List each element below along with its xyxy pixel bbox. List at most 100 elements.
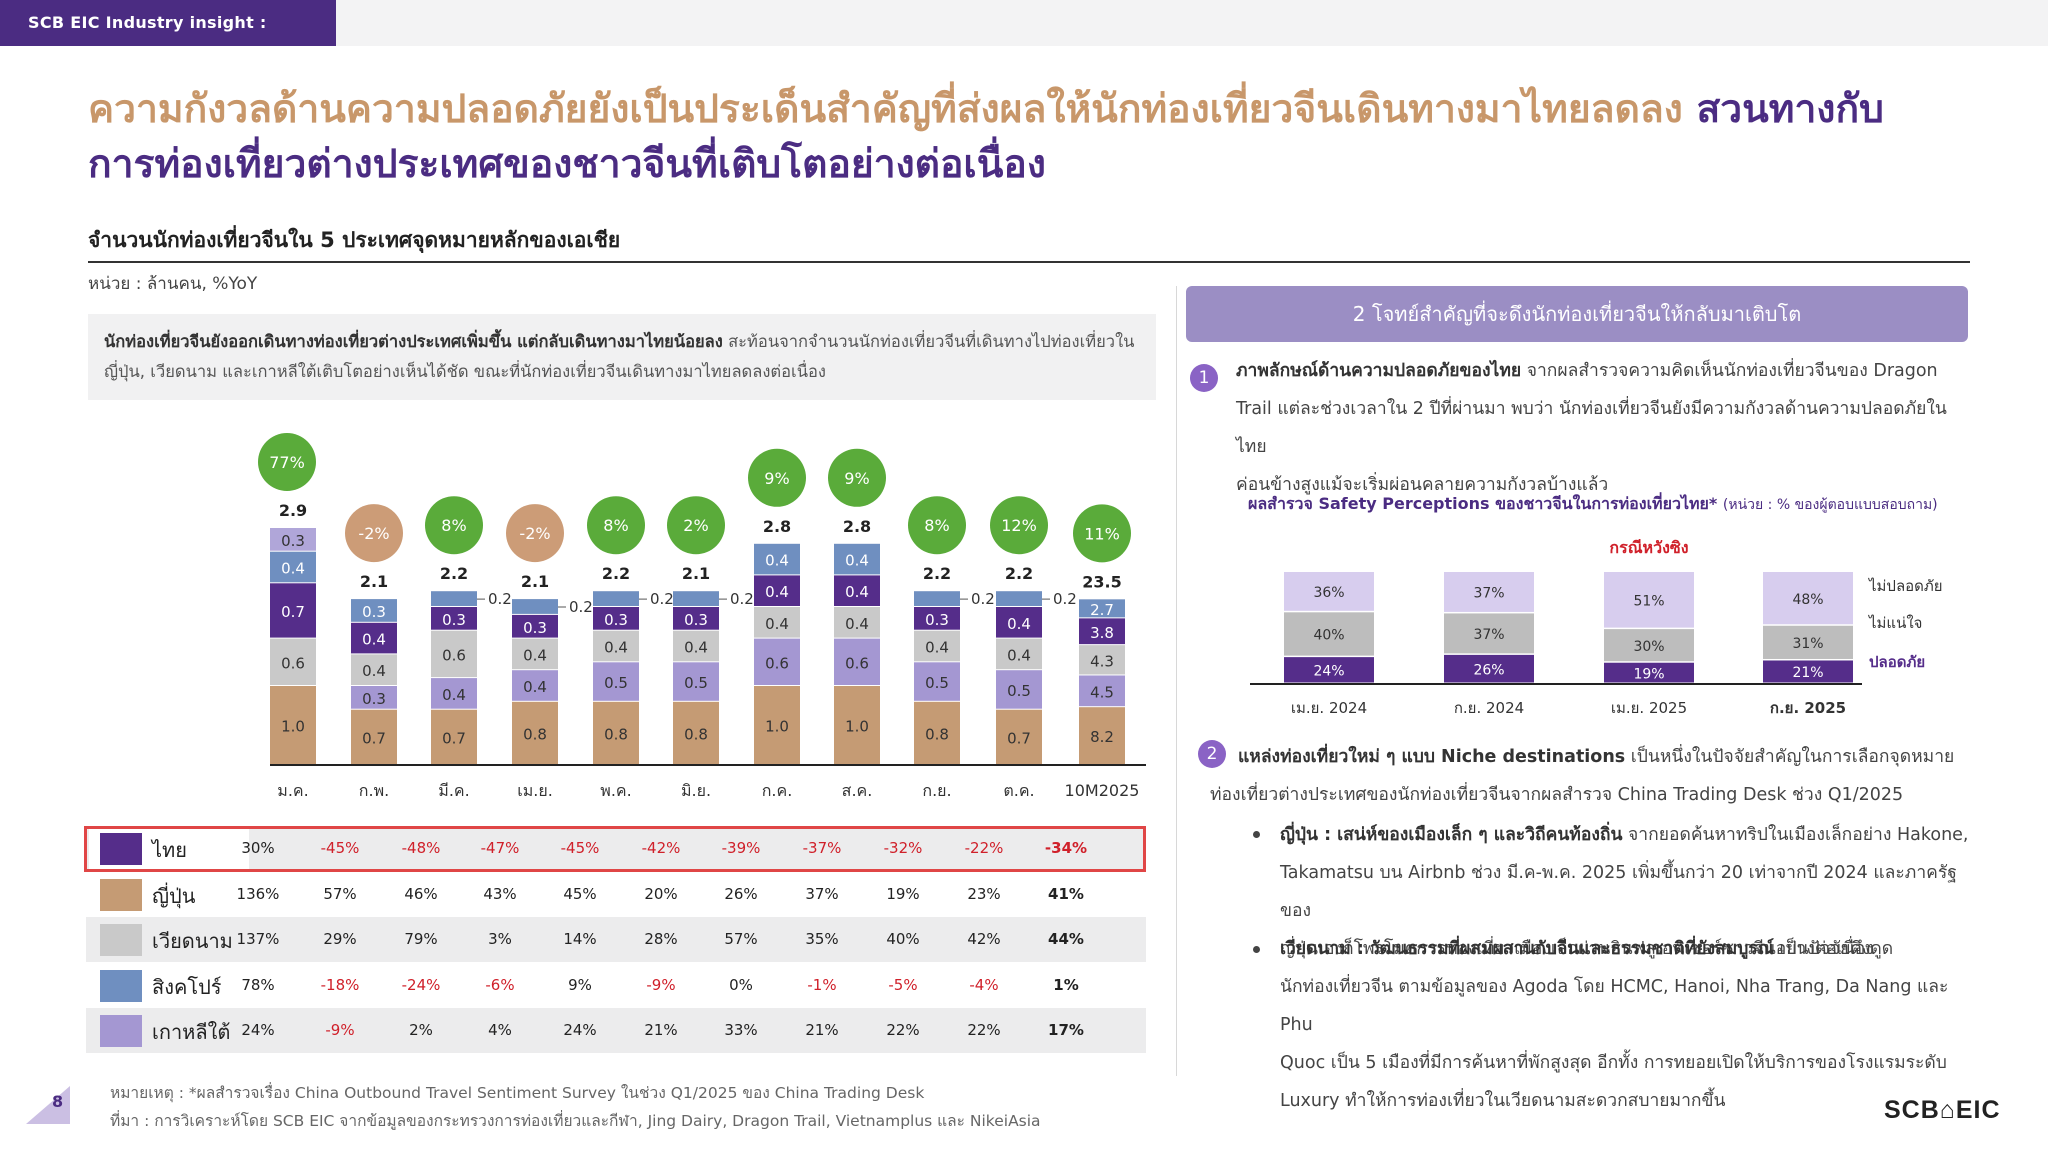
- survey-value-label: 36%: [1313, 585, 1344, 601]
- bar-segment: [834, 575, 880, 606]
- bar-segment: [673, 662, 719, 701]
- x-tick-label: ก.พ.: [359, 781, 389, 800]
- bar-value-label: 0.4: [442, 686, 466, 704]
- table-cell: -45%: [560, 839, 600, 857]
- x-tick-label: มิ.ย.: [681, 781, 711, 800]
- bar-value-label: 0.4: [604, 639, 628, 657]
- yoy-bubble: [587, 496, 645, 555]
- table-cell: -1%: [807, 975, 837, 994]
- yoy-bubble: [506, 504, 564, 563]
- bar-total-label: 2.2: [440, 564, 468, 583]
- survey-value-label: 31%: [1792, 636, 1823, 652]
- bar-value-label: 0.3: [281, 532, 305, 550]
- page-number-tab: [26, 1086, 70, 1124]
- bar-total-label: 2.2: [1005, 564, 1033, 583]
- table-row: เกาหลีใต้ 24% -9% 2% 4% 24% 21% 33% 21% 22% 22% 17%: [86, 1008, 1146, 1053]
- yoy-label: 8%: [924, 516, 949, 535]
- thailand-highlight-box: [84, 826, 1146, 872]
- table-row: ญี่ปุ่น 136% 57% 46% 43% 45% 20% 26% 37% 19% 23% 41…: [86, 872, 1146, 917]
- point-2-number: 2: [1198, 740, 1226, 768]
- table-cell: 137%: [236, 930, 280, 948]
- chart-subtitle: จำนวนนักท่องเที่ยวจีนใน 5 ประเทศจุดหมายห…: [88, 228, 621, 252]
- yoy-label: -2%: [358, 524, 389, 543]
- bar-segment: [270, 686, 316, 764]
- bar-segment: [512, 599, 558, 614]
- bullet-2-line-1: เป็นปัจจัยดึงดูด: [1773, 939, 1894, 959]
- yoy-bubble: [908, 496, 966, 555]
- bar-value-label: 4.5: [1090, 683, 1114, 701]
- table-cell: -45%: [320, 839, 360, 857]
- point-2-line-1: เป็นหนึ่งในปัจจัยสำคัญในการเลือกจุดหมาย: [1625, 747, 1955, 767]
- table-row-label: เกาหลีใต้: [152, 1020, 231, 1044]
- table-cell: 33%: [724, 1021, 758, 1039]
- bar-value-label: 0.3: [604, 611, 628, 629]
- table-cell: 57%: [323, 884, 357, 903]
- table-cell: -9%: [646, 975, 676, 994]
- survey-segment: [1763, 572, 1853, 625]
- point-2-bold: แหล่งท่องเที่ยวใหม่ ๆ แบบ Niche destinat…: [1238, 747, 1626, 767]
- bar-segment: [351, 654, 397, 685]
- survey-legend-label: ปลอดภัย: [1869, 653, 1925, 671]
- bar-value-label: 0.6: [765, 654, 789, 672]
- survey-x-label: ก.ย. 2025: [1770, 699, 1846, 717]
- bar-segment: [270, 583, 316, 638]
- table-cell: -32%: [883, 839, 923, 857]
- table-cell: -22%: [964, 839, 1004, 857]
- table-row-label: เวียดนาม: [152, 929, 233, 953]
- bar-value-label: 0.3: [523, 619, 547, 637]
- yoy-bubble: [258, 433, 316, 491]
- table-cell: -37%: [802, 839, 842, 857]
- bar-value-label: 1.0: [281, 718, 305, 736]
- bar-value-label: 0.5: [604, 674, 628, 692]
- point-1-text: ภาพลักษณ์ด้านความปลอดภัยของไทย จากผลสำรว…: [1236, 352, 1976, 504]
- bar-segment: [431, 630, 477, 678]
- bullet-1-line-3: ญี่ปุ่นเองก็โพรโมตการท่องเที่ยวเมืองเล็ก…: [1280, 939, 1874, 959]
- yoy-bubble: [1073, 504, 1131, 563]
- chart-note: นักท่องเที่ยวจีนยังออกเดินทางท่องเที่ยวต…: [88, 314, 1156, 400]
- bar-segment: [512, 638, 558, 670]
- survey-segment: [1444, 613, 1534, 654]
- title-purple-1: สวนทางกับ: [1696, 87, 1884, 132]
- table-cell: 20%: [644, 884, 678, 903]
- survey-segment: [1444, 572, 1534, 612]
- bar-value-label: 0.4: [523, 646, 547, 664]
- x-tick-label: ก.ย.: [922, 781, 951, 800]
- table-cell: -5%: [888, 975, 918, 994]
- table-cell: 30%: [241, 839, 275, 857]
- bar-value-label: 0.8: [523, 725, 547, 743]
- bar-segment: [754, 607, 800, 638]
- bar-segment: [1079, 645, 1125, 675]
- table-cell: 24%: [563, 1021, 597, 1039]
- bullet-1-line-2: Takamatsu บน Airbnb ช่วง มี.ค-พ.ค. 2025 …: [1280, 863, 1957, 921]
- bullet-dot-2: [1253, 946, 1260, 953]
- page-title: ความกังวลด้านความปลอดภัยยังเป็นประเด็นสำ…: [88, 82, 1968, 192]
- bar-segment: [351, 622, 397, 654]
- bar-segment: [431, 591, 477, 606]
- yoy-label: 12%: [1001, 516, 1037, 535]
- bar-value-label: 0.7: [281, 603, 305, 621]
- table-row: เวียดนาม 137% 29% 79% 3% 14% 28% 57% 35% 40% 42% 44…: [86, 917, 1146, 962]
- table-cell: 2%: [409, 1021, 433, 1039]
- footnote: หมายเหตุ : *ผลสำรวจเรื่อง China Outbound…: [110, 1084, 925, 1102]
- table-row-label: ไทย: [152, 838, 187, 862]
- bar-value-label: 4.3: [1090, 652, 1114, 670]
- title-purple-2: การท่องเที่ยวต่างประเทศของชาวจีนที่เติบโ…: [88, 142, 1046, 187]
- bar-segment: [593, 662, 639, 701]
- right-panel-header: 2 โจทย์สำคัญที่จะดึงนักท่องเที่ยวจีนให้ก…: [1186, 286, 1968, 342]
- table-cell: 44%: [1048, 930, 1084, 948]
- survey-value-label: 51%: [1633, 594, 1664, 610]
- bar-value-label: 0.4: [765, 552, 789, 570]
- bar-value-label: 0.2: [1053, 590, 1077, 608]
- bar-value-label: 0.2: [488, 590, 512, 608]
- table-cell: 21%: [644, 1021, 678, 1039]
- survey-segment: [1763, 625, 1853, 659]
- survey-segment: [1284, 657, 1374, 683]
- table-cell: 4%: [488, 1021, 512, 1039]
- bullet-1-text: ญี่ปุ่น : เสน่ห์ของเมืองเล็ก ๆ และวิถีคน…: [1280, 816, 1980, 968]
- bar-value-label: 0.3: [362, 690, 386, 708]
- bar-total-label: 2.1: [521, 572, 549, 591]
- bar-segment: [834, 543, 880, 575]
- bar-segment: [673, 607, 719, 630]
- survey-value-label: 26%: [1473, 662, 1504, 678]
- bar-segment: [834, 607, 880, 638]
